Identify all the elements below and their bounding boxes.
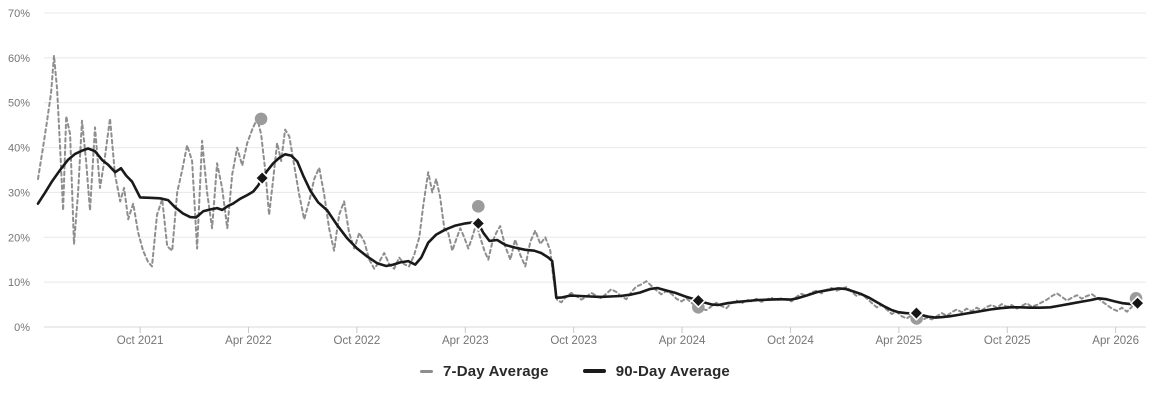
x-tick-label: Apr 2024 [659, 335, 706, 347]
x-tick-label: Oct 2025 [984, 335, 1031, 347]
y-tick-label: 10% [8, 277, 30, 289]
chart-legend: 7-Day Average 90-Day Average [0, 358, 1150, 384]
y-tick-label: 50% [8, 98, 30, 110]
legend-item-7day-average[interactable]: 7-Day Average [420, 363, 549, 380]
x-tick-label: Oct 2023 [550, 335, 597, 347]
chart-svg[interactable]: 0% 10% 20% 30% 40% 50% 60% 70% Oct 2021 Apr 2022 O… [0, 0, 1150, 352]
event-diamond-marker [470, 215, 487, 232]
x-tick-label: Apr 2023 [442, 335, 489, 347]
legend-label-7day: 7-Day Average [443, 362, 549, 380]
event-circle-marker [254, 112, 268, 126]
legend-item-90day-average[interactable]: 90-Day Average [582, 362, 730, 380]
legend-label-90day: 90-Day Average [615, 362, 730, 380]
y-tick-label: 0% [14, 322, 30, 334]
seven-day-dash-icon [420, 369, 433, 373]
series-90day-path [36, 147, 1139, 319]
series-7day-path [37, 54, 1137, 322]
y-tick-label: 70% [8, 8, 30, 20]
x-tick-label: Oct 2024 [767, 335, 814, 347]
event-diamond-marker [1129, 295, 1146, 311]
y-tick-label: 20% [8, 232, 30, 244]
x-tick-label: Oct 2021 [117, 335, 164, 347]
x-tick-label: Oct 2022 [334, 335, 381, 347]
y-tick-label: 40% [8, 143, 30, 155]
x-tick-label: Apr 2022 [225, 335, 272, 347]
event-diamond-marker [690, 292, 707, 309]
x-tick-label: Apr 2026 [1092, 335, 1139, 347]
y-tick-label: 60% [8, 53, 30, 65]
ninety-day-dash-icon [582, 369, 606, 373]
event-circle-marker [471, 200, 485, 213]
event-diamond-marker [908, 305, 925, 321]
x-tick-label: Apr 2025 [876, 335, 923, 347]
event-diamond-marker [254, 170, 270, 186]
line-chart[interactable]: 0% 10% 20% 30% 40% 50% 60% 70% Oct 2021 Apr 2022 O… [0, 0, 1150, 352]
y-tick-label: 30% [8, 187, 30, 199]
